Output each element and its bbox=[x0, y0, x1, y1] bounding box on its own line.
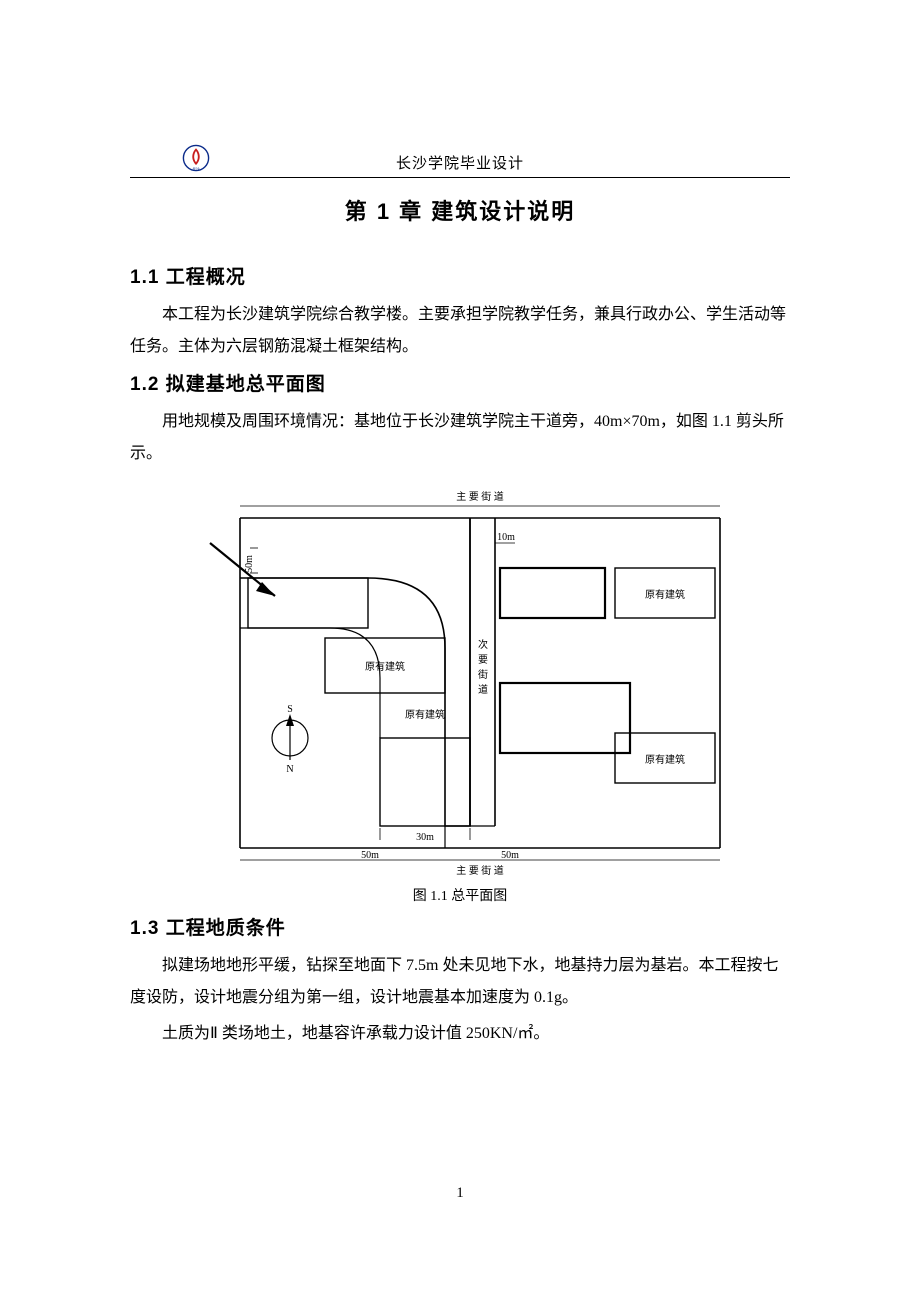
section-1-para-1: 本工程为长沙建筑学院综合教学楼。主要承担学院教学任务，兼具行政办公、学生活动等任… bbox=[130, 299, 790, 363]
figure-label-existing-1: 原有建筑 bbox=[365, 660, 405, 673]
figure-label-mid-road-2: 要 bbox=[478, 654, 488, 666]
figure-label-top-road: 主 要 街 道 bbox=[456, 490, 504, 503]
figure-1-1-caption: 图 1.1 总平面图 bbox=[130, 885, 790, 905]
page-header: 长沙 长沙学院毕业设计 bbox=[130, 150, 790, 178]
figure-dim-50m-c: 50m bbox=[501, 850, 519, 861]
figure-compass-n: N bbox=[286, 764, 293, 775]
chapter-title: 第 1 章 建筑设计说明 bbox=[130, 194, 790, 226]
section-1-title: 1.1 工程概况 bbox=[130, 262, 790, 289]
section-3-para-2: 土质为Ⅱ 类场地土，地基容许承载力设计值 250KN/㎡。 bbox=[130, 1018, 790, 1050]
figure-label-existing-4: 原有建筑 bbox=[645, 753, 685, 766]
figure-building-left-low bbox=[380, 738, 470, 826]
figure-building-target bbox=[248, 578, 368, 628]
figure-label-mid-road-4: 道 bbox=[478, 683, 488, 696]
figure-compass-s: S bbox=[287, 704, 293, 715]
section-2-title: 1.2 拟建基地总平面图 bbox=[130, 369, 790, 396]
figure-compass: S N bbox=[272, 704, 308, 775]
figure-label-mid-road-3: 街 bbox=[478, 668, 488, 681]
figure-1-1: 主 要 街 道 主 要 街 道 bbox=[130, 488, 790, 905]
figure-dim-50m-a: 50m bbox=[244, 555, 255, 573]
figure-label-existing-2: 原有建筑 bbox=[645, 588, 685, 601]
section-3-title: 1.3 工程地质条件 bbox=[130, 913, 790, 940]
figure-dim-30m: 30m bbox=[416, 832, 434, 843]
figure-label-bottom-road: 主 要 街 道 bbox=[456, 864, 504, 877]
figure-label-mid-road-1: 次 bbox=[478, 638, 488, 651]
header-institution: 长沙学院毕业设计 bbox=[130, 152, 790, 173]
figure-building-right-mid bbox=[500, 683, 630, 753]
figure-dim-10m: 10m bbox=[497, 532, 515, 543]
section-3-para-1: 拟建场地地形平缓，钻探至地面下 7.5m 处未见地下水，地基持力层为基岩。本工程… bbox=[130, 950, 790, 1014]
figure-label-existing-3: 原有建筑 bbox=[405, 708, 445, 721]
section-2-para-1: 用地规模及周围环境情况：基地位于长沙建筑学院主干道旁，40m×70m，如图 1.… bbox=[130, 406, 790, 470]
figure-building-right-top-1 bbox=[500, 568, 605, 618]
page-number: 1 bbox=[0, 1185, 920, 1202]
figure-dim-50m-b: 50m bbox=[361, 850, 379, 861]
